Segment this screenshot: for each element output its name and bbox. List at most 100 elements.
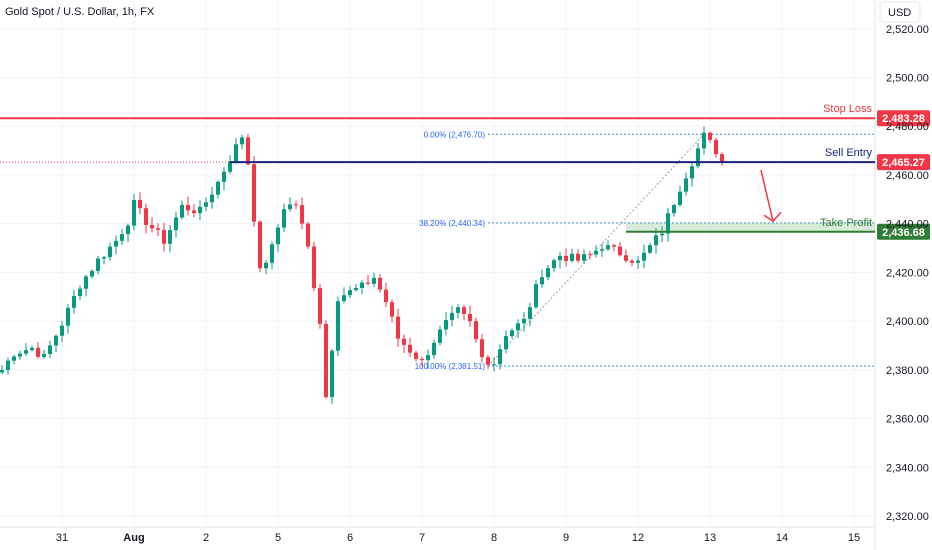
candle-body — [114, 240, 118, 247]
candle-body — [402, 338, 406, 345]
candle-body — [90, 270, 94, 277]
candle-body — [312, 246, 316, 289]
candle-body — [30, 347, 34, 351]
time-axis[interactable]: 31 Aug 2 5 6 7 8 9 12 13 14 15 — [56, 532, 860, 544]
candle-body — [498, 349, 502, 365]
candle-body — [426, 355, 430, 361]
candle-body — [150, 224, 154, 229]
candle-body — [270, 244, 274, 263]
level-name-label: Take Profit — [820, 217, 872, 229]
candle-body — [276, 227, 280, 245]
arrow-head — [763, 211, 782, 223]
x-tick-label: 7 — [419, 532, 425, 544]
level-price-text: 2,483.28 — [882, 113, 925, 125]
candle-body — [624, 255, 628, 261]
fibonacci-retracement[interactable]: 0.00% (2,476.70) 38.20% (2,440.34) 100.00%… — [415, 130, 875, 371]
y-tick-label: 2,320.00 — [886, 511, 929, 523]
currency-label: USD — [888, 7, 911, 19]
x-tick-label: 8 — [491, 532, 497, 544]
x-tick-label: 12 — [632, 532, 644, 544]
candle-body — [288, 204, 292, 210]
x-tick-label: Aug — [123, 532, 144, 544]
candle-body — [96, 258, 100, 271]
candle-body — [702, 132, 706, 149]
candle-body — [240, 137, 244, 145]
candle-body — [66, 307, 70, 326]
candle-body — [168, 230, 172, 244]
y-tick-label: 2,480.00 — [886, 121, 929, 133]
candle-body — [120, 234, 124, 241]
level-name-label: Sell Entry — [825, 147, 873, 159]
candle-body — [60, 325, 64, 336]
candle-body — [606, 245, 610, 250]
candle-body — [222, 171, 226, 182]
candle-body — [198, 206, 202, 214]
candle-body — [144, 208, 148, 225]
candle-body — [456, 307, 460, 313]
candle-body — [84, 276, 88, 289]
x-tick-label: 6 — [347, 532, 353, 544]
x-tick-label: 9 — [563, 532, 569, 544]
candle-body — [348, 290, 352, 296]
candle-body — [54, 335, 58, 346]
candle-body — [48, 345, 52, 354]
candle-body — [666, 213, 670, 234]
candle-body — [504, 336, 508, 350]
candle-body — [372, 277, 376, 284]
candle-body — [246, 137, 250, 165]
candle-body — [480, 339, 484, 358]
candle-body — [300, 205, 304, 224]
level-price-text: 2,436.68 — [882, 227, 925, 239]
candle-body — [306, 223, 310, 247]
y-tick-label: 2,520.00 — [886, 24, 929, 36]
candle-body — [180, 204, 184, 218]
currency-box[interactable]: USD — [879, 1, 921, 23]
candle-body — [330, 350, 334, 398]
candle-body — [342, 295, 346, 302]
trade-levels[interactable]: Stop Loss 2,483.28 Sell Entry 2,465.27 Take … — [0, 103, 930, 240]
x-tick-label: 13 — [704, 532, 716, 544]
candle-body — [126, 225, 130, 235]
candle-body — [414, 352, 418, 360]
level-name-label: Stop Loss — [823, 103, 872, 115]
candle-body — [564, 255, 568, 261]
fib-level-label: 0.00% (2,476.70) — [424, 130, 486, 139]
candle-body — [654, 235, 658, 246]
chart-title: Gold Spot / U.S. Dollar, 1h, FX — [5, 6, 155, 18]
y-tick-label: 2,420.00 — [886, 267, 929, 279]
candle-body — [138, 199, 142, 209]
candle-body — [24, 350, 28, 354]
candle-body — [384, 289, 388, 303]
candle-body — [438, 329, 442, 343]
candle-body — [642, 252, 646, 261]
direction-arrow — [760, 169, 782, 223]
candle-body — [678, 191, 682, 205]
level-price-badge — [877, 223, 930, 240]
candle-body — [258, 221, 262, 269]
candle-body — [204, 202, 208, 207]
x-tick-label: 2 — [203, 532, 209, 544]
candle-body — [294, 204, 298, 206]
candle-body — [486, 357, 490, 365]
y-tick-label: 2,460.00 — [886, 170, 929, 182]
y-tick-label: 2,340.00 — [886, 462, 929, 474]
y-tick-label: 2,400.00 — [886, 316, 929, 328]
candle-body — [672, 204, 676, 214]
y-tick-label: 2,360.00 — [886, 414, 929, 426]
candle-body — [0, 369, 4, 373]
candle-body — [516, 323, 520, 331]
candle-body — [552, 260, 556, 269]
candle-body — [396, 316, 400, 339]
candle-body — [618, 246, 622, 256]
arrow-shaft — [760, 169, 774, 222]
candle-body — [444, 320, 448, 330]
price-axis[interactable]: 2,320.00 2,340.00 2,360.00 2,380.00 2,400.00… — [886, 24, 929, 523]
take-profit-zone-fill — [626, 222, 875, 232]
candle-body — [576, 253, 580, 261]
candle-body — [570, 253, 574, 261]
candle-body — [102, 257, 106, 259]
candle-body — [324, 323, 328, 398]
candle-body — [36, 347, 40, 357]
take-profit-zone — [626, 222, 875, 232]
